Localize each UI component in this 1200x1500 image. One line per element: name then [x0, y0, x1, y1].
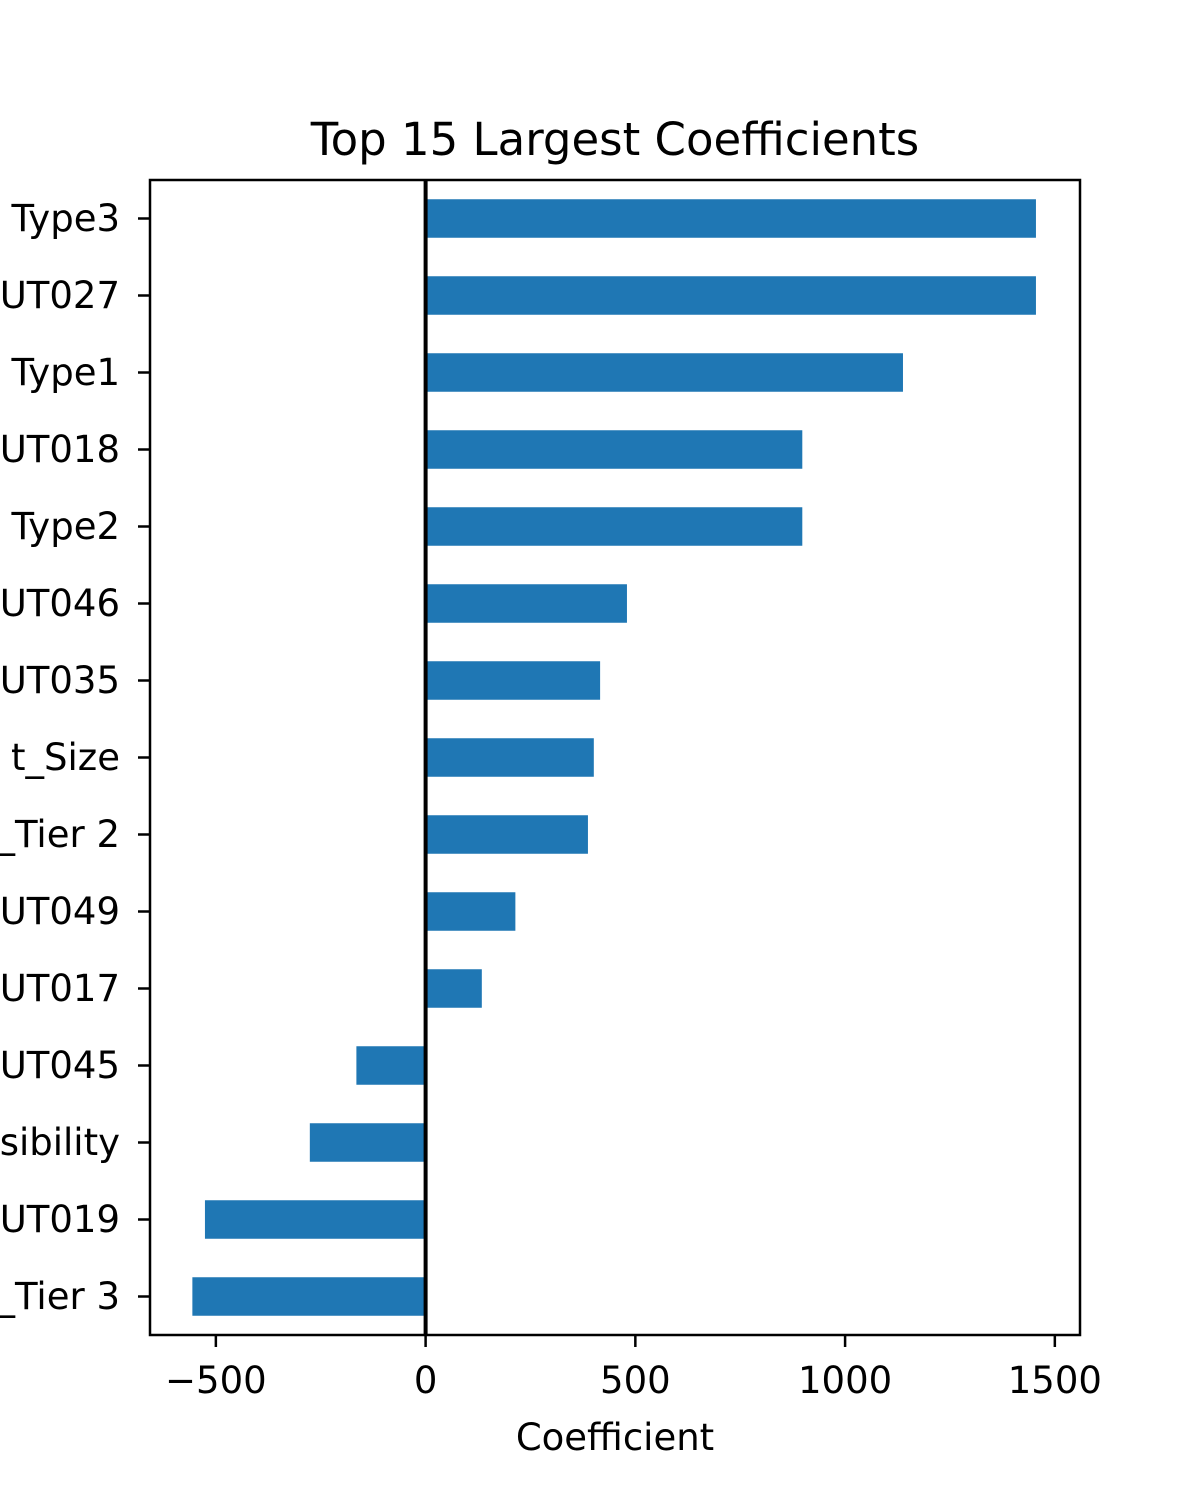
bar-8: [425, 815, 588, 854]
bar-7: [425, 738, 594, 777]
x-axis-label: Coefficient: [516, 1416, 714, 1459]
bar-1: [425, 276, 1036, 315]
y-tick-label-3: UT018: [0, 428, 120, 471]
y-tick-label-4: Type2: [10, 505, 120, 548]
y-tick-label-10: UT017: [0, 967, 120, 1010]
x-axis: −500 0 500 1000 1500: [165, 1335, 1102, 1402]
bar-12: [309, 1123, 426, 1162]
y-tick-label-2: Type1: [10, 351, 120, 394]
y-tick-label-1: UT027: [0, 274, 120, 317]
y-tick-label-5: UT046: [0, 582, 120, 625]
bar-0: [425, 199, 1036, 238]
bar-3: [425, 430, 803, 469]
bar-14: [192, 1277, 426, 1316]
x-tick-label-3: 1000: [798, 1359, 892, 1402]
x-tick-label-2: 500: [600, 1359, 671, 1402]
chart-title: Top 15 Largest Coefficients: [310, 113, 920, 166]
x-tick-label-0: −500: [165, 1359, 267, 1402]
y-axis: Type3 UT027 Type1 UT018 Type2 UT046 UT035 t_Siz…: [0, 197, 150, 1318]
bar-6: [425, 661, 601, 700]
bar-13: [204, 1200, 426, 1239]
bar-4: [425, 507, 803, 546]
bar-10: [425, 969, 482, 1008]
bar-11: [356, 1046, 426, 1085]
bars-group: [192, 199, 1036, 1316]
y-tick-label-8: _Tier 2: [0, 813, 120, 856]
y-tick-label-7: t_Size: [11, 736, 120, 779]
x-tick-label-4: 1500: [1008, 1359, 1102, 1402]
y-tick-label-9: UT049: [0, 890, 120, 933]
bar-5: [425, 584, 627, 623]
y-tick-label-0: Type3: [10, 197, 120, 240]
y-tick-label-13: UT019: [0, 1198, 120, 1241]
y-tick-label-11: UT045: [0, 1044, 120, 1087]
y-tick-label-12: sibility: [0, 1121, 120, 1164]
bar-9: [425, 892, 516, 931]
y-tick-label-6: UT035: [0, 659, 120, 702]
bar-2: [425, 353, 903, 392]
y-tick-label-14: _Tier 3: [0, 1275, 120, 1318]
x-tick-label-1: 0: [414, 1359, 438, 1402]
